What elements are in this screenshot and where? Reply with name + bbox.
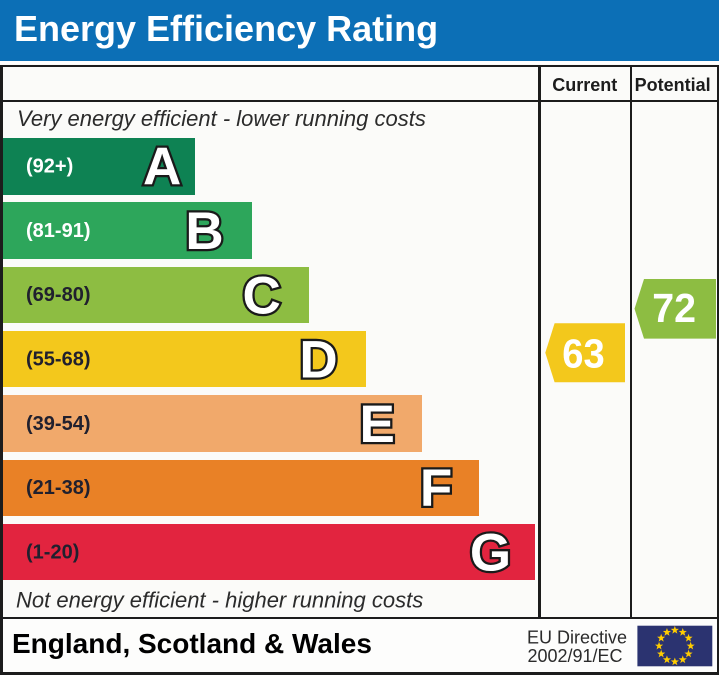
svg-text:G: G — [470, 524, 511, 583]
svg-text:2002/91/EC: 2002/91/EC — [527, 646, 622, 666]
svg-text:(39-54): (39-54) — [26, 413, 90, 435]
svg-text:F: F — [420, 459, 452, 518]
svg-text:(1-20): (1-20) — [26, 541, 79, 563]
svg-text:Energy Efficiency Rating: Energy Efficiency Rating — [14, 8, 438, 49]
svg-text:(21-38): (21-38) — [26, 477, 90, 499]
svg-text:(69-80): (69-80) — [26, 284, 90, 306]
svg-text:E: E — [360, 395, 395, 454]
svg-text:EU Directive: EU Directive — [527, 627, 627, 647]
svg-text:England, Scotland & Wales: England, Scotland & Wales — [12, 628, 372, 659]
svg-text:Not energy efficient - higher: Not energy efficient - higher running co… — [16, 588, 423, 613]
svg-text:Current: Current — [552, 75, 617, 95]
svg-text:B: B — [185, 202, 223, 261]
svg-text:(92+): (92+) — [26, 156, 73, 178]
svg-text:D: D — [299, 331, 337, 390]
svg-text:63: 63 — [562, 331, 604, 377]
svg-text:A: A — [143, 138, 181, 197]
svg-text:Very energy efficient - lower: Very energy efficient - lower running co… — [17, 106, 426, 131]
svg-text:Potential: Potential — [635, 75, 711, 95]
svg-text:72: 72 — [652, 285, 696, 331]
svg-text:(81-91): (81-91) — [26, 220, 90, 242]
svg-text:C: C — [242, 266, 280, 325]
svg-text:(55-68): (55-68) — [26, 349, 90, 371]
